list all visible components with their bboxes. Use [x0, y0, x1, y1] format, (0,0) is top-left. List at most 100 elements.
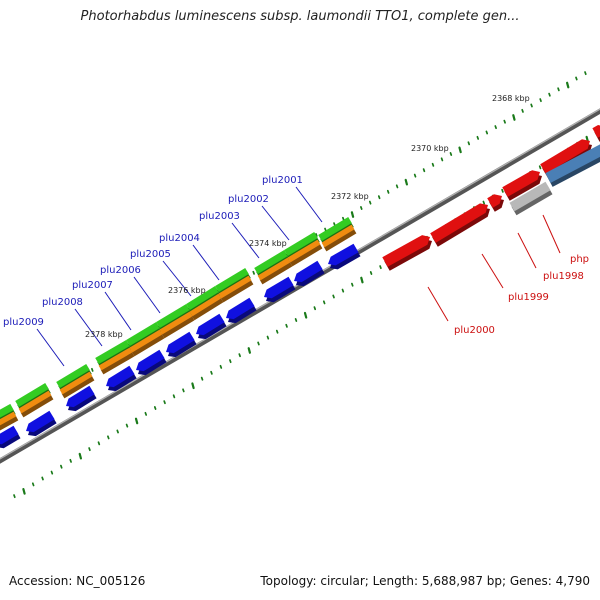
orange-segment-1-body — [0, 411, 17, 426]
outer-tick-36 — [386, 189, 390, 194]
leader-plu2001 — [295, 186, 323, 223]
outer-tick-29 — [324, 227, 327, 232]
orange-segment-2-shadow — [20, 394, 54, 418]
kbp-label-6: 2378 kbp — [85, 330, 123, 339]
orange-segment-6-body — [159, 311, 193, 335]
gene-label-plu2005: plu2005 — [130, 249, 171, 260]
orange-segment-4-shadow — [100, 351, 135, 375]
genome-summary-text: Topology: circular; Length: 5,688,987 bp… — [260, 574, 590, 588]
red-gene-arrow-1 — [382, 235, 432, 271]
inner-tick-17 — [172, 394, 176, 399]
inner-tick-37 — [360, 276, 364, 284]
leader-php — [542, 214, 561, 254]
blue-gene-arrow-5 — [136, 349, 167, 376]
green-segment-10-body — [284, 232, 318, 256]
outer-tick-57 — [575, 76, 578, 81]
blue-gene-arrow-10-body — [294, 260, 323, 283]
leader-plu1998 — [517, 232, 537, 269]
inner-tick-22 — [219, 364, 223, 369]
gene-label-plu2008: plu2008 — [42, 297, 83, 308]
inner-tick-31 — [303, 311, 308, 319]
outer-tick-54 — [548, 92, 551, 97]
outer-tick-3 — [91, 367, 94, 372]
steel-feature — [545, 144, 600, 187]
outer-tick-38 — [404, 178, 408, 186]
outer-tick-28 — [315, 233, 318, 237]
orange-segment-5-body — [129, 329, 163, 353]
gene-label-plu1998: plu1998 — [543, 271, 584, 282]
outer-tick-32 — [350, 211, 355, 218]
outer-tick-40 — [422, 168, 426, 173]
gene-label-plu2002: plu2002 — [228, 194, 269, 205]
blue-gene-arrow-3-body — [66, 385, 95, 408]
blue-gene-arrow-9-body — [264, 276, 294, 299]
green-segment-9-body — [254, 250, 288, 274]
inner-tick-38 — [369, 271, 373, 275]
inner-tick-36 — [351, 282, 354, 287]
outer-tick-34 — [368, 200, 372, 205]
inner-tick-24 — [238, 353, 241, 358]
red-gene-arrow-4 — [502, 170, 542, 201]
orange-segment-11 — [321, 224, 357, 252]
orange-segment-1 — [0, 411, 19, 431]
green-segment-6-body — [156, 304, 190, 328]
inner-tick-27 — [266, 335, 270, 340]
red-gene-arrow-3-body — [487, 194, 502, 208]
orange-segment-3-shadow — [61, 375, 95, 399]
inner-tick-56 — [538, 165, 542, 170]
inner-tick-11 — [116, 429, 119, 434]
outer-tick-49 — [503, 119, 506, 124]
green-segment-1-body — [0, 403, 14, 418]
blue-gene-arrow-1 — [0, 425, 21, 449]
outer-tick-52 — [530, 103, 533, 108]
blue-gene-arrow-2-body — [26, 410, 55, 433]
outer-tick-43 — [449, 152, 453, 156]
leader-plu2006 — [133, 276, 161, 314]
inner-tick-12 — [125, 423, 129, 428]
gene-label-plu2004: plu2004 — [159, 233, 200, 244]
gene-label-plu1999: plu1999 — [508, 292, 549, 303]
inner-tick-2 — [31, 482, 35, 487]
kbp-label-3: 2372 kbp — [331, 192, 369, 201]
orange-segment-5 — [129, 329, 165, 357]
inner-tick-19 — [191, 382, 195, 390]
blue-gene-arrow-8-body — [226, 297, 255, 320]
orange-segment-8-shadow — [220, 279, 254, 303]
outer-tick-58 — [584, 71, 587, 76]
blue-gene-arrow-3 — [66, 385, 97, 412]
red-gene-arrow-5-body — [540, 139, 590, 174]
orange-segment-10-shadow — [289, 243, 323, 267]
red-gene-arrow-2-body — [430, 203, 488, 243]
inner-tick-32 — [313, 306, 317, 311]
red-gene-arrow-1-body — [382, 235, 430, 267]
outer-tick-46 — [476, 135, 480, 140]
feature-tracks — [0, 125, 600, 449]
inner-tick-4 — [50, 470, 54, 475]
orange-segment-7-shadow — [191, 297, 224, 321]
inner-tick-0 — [13, 494, 16, 499]
accession-text: Accession: NC_005126 — [9, 574, 146, 588]
gene-label-plu2006: plu2006 — [100, 265, 141, 276]
blue-gene-arrow-7-body — [196, 313, 225, 336]
gene-label-plu2001: plu2001 — [262, 175, 303, 186]
orange-segment-9-body — [257, 257, 291, 281]
leader-plu2007 — [104, 291, 132, 331]
kbp-label-4: 2374 kbp — [249, 239, 287, 248]
gray-feature — [509, 181, 553, 216]
outer-tick-35 — [377, 195, 381, 200]
inner-tick-18 — [182, 388, 185, 393]
leader-plu2002 — [261, 205, 290, 241]
green-segment-4-body — [95, 340, 130, 364]
leader-plu2009 — [36, 328, 65, 367]
green-segment-8-body — [215, 268, 249, 292]
orange-segment-8 — [218, 275, 254, 303]
inner-tick-25 — [247, 347, 251, 354]
kbp-label-1: 2368 kbp — [492, 94, 530, 103]
orange-segment-7-body — [189, 293, 222, 317]
leader-plu2000 — [427, 286, 449, 322]
outer-tick-47 — [485, 130, 489, 135]
inner-tick-39 — [379, 265, 382, 270]
inner-tick-20 — [200, 376, 204, 381]
